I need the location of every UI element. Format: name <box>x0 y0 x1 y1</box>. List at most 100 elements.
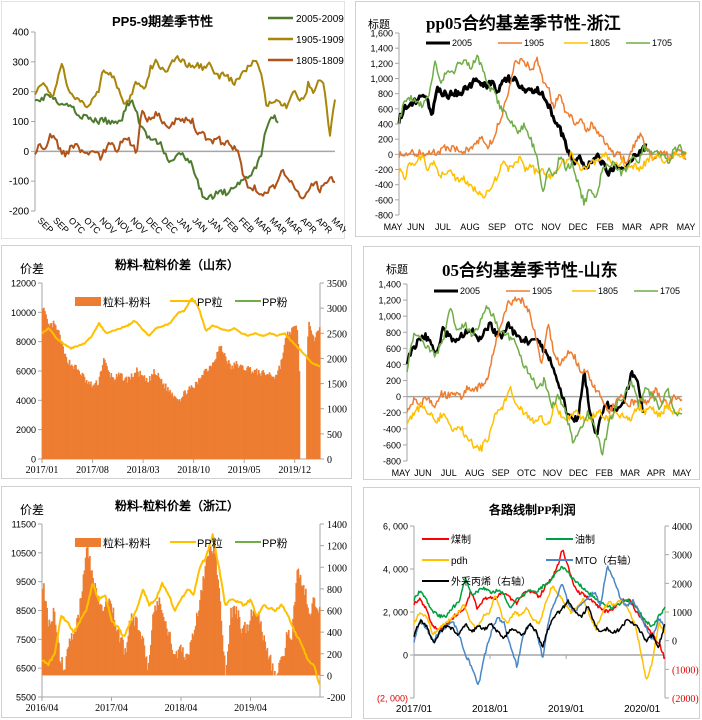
area-bar-series <box>90 570 92 676</box>
area-bar-series <box>221 351 224 459</box>
area-bar-series <box>96 385 99 459</box>
area-bar-series <box>297 343 300 459</box>
area-bar-series <box>54 325 57 459</box>
area-bar-series <box>175 398 178 459</box>
area-bar-series <box>236 618 239 676</box>
legend-label: PP粉 <box>262 296 288 309</box>
area-bar-series <box>153 612 155 676</box>
x-tick-label: AUG <box>460 222 480 232</box>
area-bar-series <box>248 367 251 459</box>
chart-title: pp05合约基差季节性-浙江 <box>426 13 621 33</box>
area-bar-series <box>101 610 104 676</box>
area-bar-series <box>77 369 79 459</box>
series-line-1805-1809 <box>34 109 336 200</box>
series-line-series <box>413 549 666 659</box>
area-bar-series <box>135 616 137 676</box>
area-bar-series <box>278 662 280 676</box>
area-bar-series <box>181 397 183 459</box>
area-bar-series <box>123 654 125 676</box>
area-bar-series <box>102 610 105 676</box>
area-bar-series <box>63 353 66 459</box>
area-bar-series <box>205 559 208 676</box>
legend-label: PP粒 <box>197 295 223 309</box>
area-bar-series <box>235 606 238 676</box>
area-bar-series <box>60 343 62 459</box>
chart-powder-pellet-spread-zhejiang: 价差 粉料-粒料价差（浙江） 11500 10500 9500 8500 7500 650… <box>1 486 352 718</box>
area-bar-series <box>248 624 251 676</box>
area-bar-series <box>76 369 78 459</box>
y-tick-label: 1,400 <box>378 280 401 290</box>
area-bar-series <box>101 364 104 459</box>
area-bar-series <box>308 321 310 459</box>
area-bar-series <box>244 621 246 676</box>
y2-tick-label: 1000 <box>672 608 692 619</box>
legend-label: 粒料-粉料 <box>103 295 151 309</box>
area-bar-series <box>287 335 290 459</box>
area-bar-series <box>183 391 185 459</box>
y-tick-label: 8000 <box>16 337 36 347</box>
x-tick-label: FEB <box>596 222 614 232</box>
area-bar-series <box>214 360 216 459</box>
area-bar-series <box>292 618 294 676</box>
x-tick-label: 2019/12 <box>278 465 311 476</box>
area-bar-series <box>179 644 182 676</box>
y-tick-label: -800 <box>383 457 401 467</box>
y-tick-label: 8500 <box>16 606 36 616</box>
area-bar-series <box>75 365 77 459</box>
area-bar-series <box>167 635 169 676</box>
area-bar-series <box>89 384 91 459</box>
area-bar-series <box>130 373 133 459</box>
area-bar-series <box>171 392 174 459</box>
area-bar-series <box>225 360 228 459</box>
area-bar-series <box>118 374 121 459</box>
area-bar-series <box>161 384 164 459</box>
area-bar-series <box>274 670 276 676</box>
series-line-1705 <box>398 54 687 206</box>
axes: 1,400 1,200 1,000 800 600 400 200 0 -200 -400 -600… <box>378 280 691 479</box>
area-bar-series <box>115 631 118 676</box>
chart-svg: 价差 粉料-粒料价差（浙江） 11500 10500 9500 8500 7500 650… <box>11 498 347 714</box>
area-bar-series <box>145 656 148 676</box>
area-bar-series <box>301 586 304 676</box>
legend-label: 1705 <box>660 286 680 296</box>
plot-area <box>34 55 336 200</box>
area-bar-series <box>159 379 162 459</box>
legend-label: 1805-1809 <box>296 56 344 67</box>
y-tick-label: 0 <box>396 392 401 402</box>
area-bar-series <box>50 322 53 459</box>
area-bar-series <box>252 373 255 459</box>
area-bar-series <box>45 314 47 459</box>
legend-label: 2005 <box>452 38 472 48</box>
chart-pp05-basis-zhejiang: 标题 pp05合约基差季节性-浙江 1,600 1,400 1,200 1,000 80… <box>355 1 700 237</box>
area-bar-series <box>288 638 291 676</box>
area-bar-series <box>182 647 184 676</box>
area-bar-series <box>139 370 141 459</box>
area-bar-series <box>234 614 237 676</box>
y-tick-label: 1,400 <box>370 44 393 54</box>
area-bar-series <box>262 370 264 459</box>
y2-tick-label: 600 <box>327 607 342 618</box>
y-tick-label: 10500 <box>11 548 36 558</box>
area-bar-series <box>97 595 100 676</box>
area-bar-series <box>209 365 212 459</box>
area-bar-series <box>141 375 144 459</box>
chart-title: 各路线制PP利润 <box>488 502 576 517</box>
y-tick-label: 400 <box>386 360 401 370</box>
area-bar-series <box>113 380 116 459</box>
area-bar-series <box>315 608 318 676</box>
x-tick-label: JAN <box>175 215 194 234</box>
area-bar-series <box>206 556 209 676</box>
area-bar-series <box>100 370 103 459</box>
y-tick-label: 200 <box>12 87 29 98</box>
area-bar-series <box>52 607 55 676</box>
area-bar-series <box>81 591 84 676</box>
area-bar-series <box>316 609 319 676</box>
area-bar-series <box>55 329 58 459</box>
area-bar-series <box>47 626 50 676</box>
area-bar-series <box>45 601 47 676</box>
area-bar-series <box>91 570 93 676</box>
y-tick-label: -200 <box>9 207 29 218</box>
area-bar-series <box>94 383 97 459</box>
area-bar-series <box>163 621 166 676</box>
area-bar-series <box>279 660 282 676</box>
